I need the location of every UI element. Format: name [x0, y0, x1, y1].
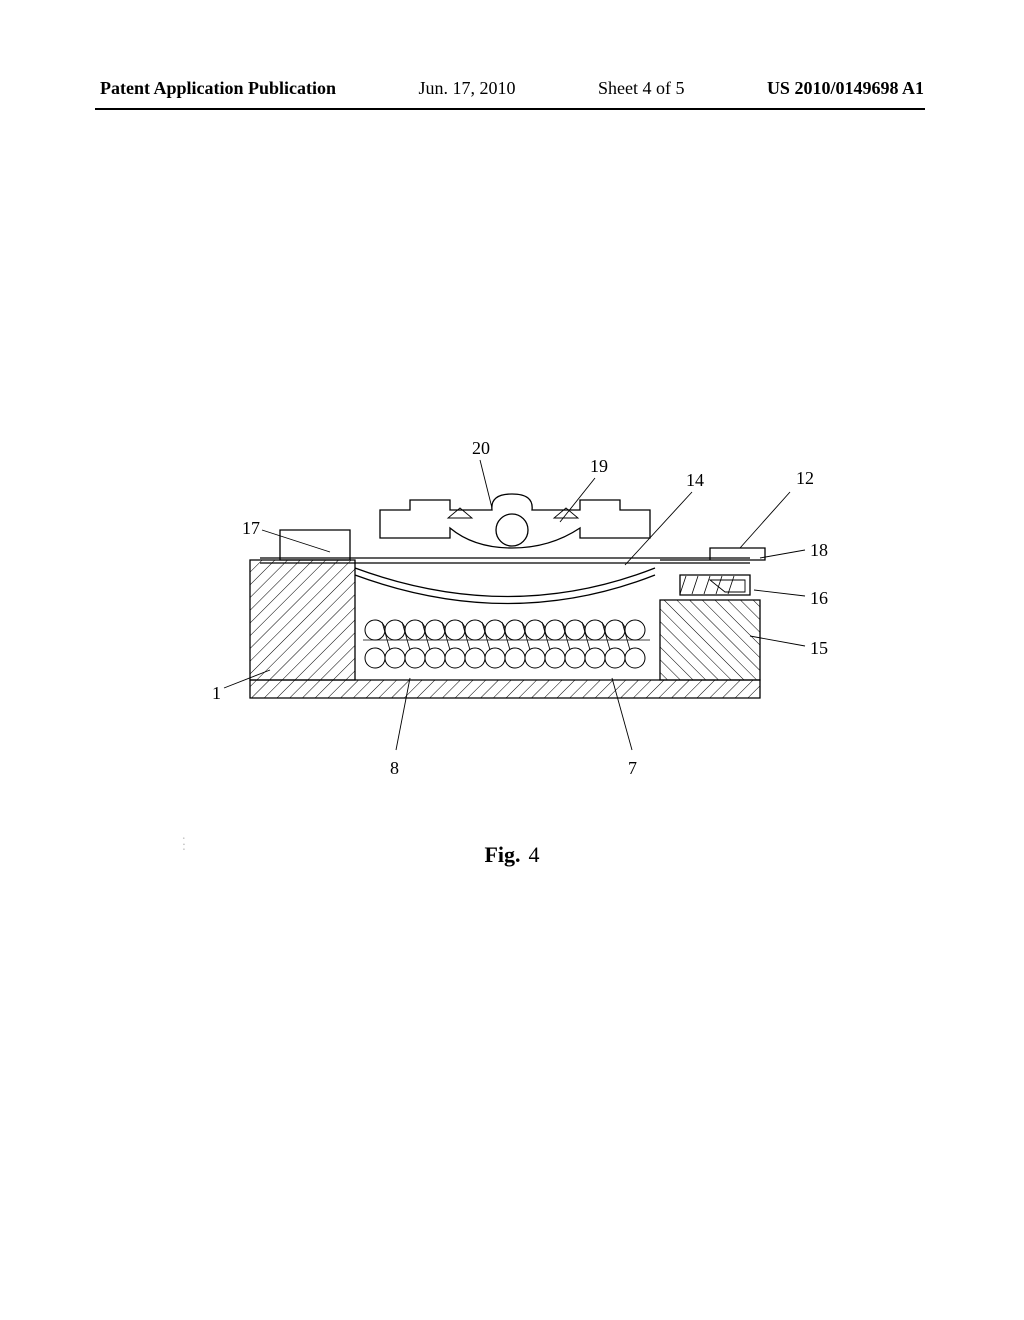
header-rule: [95, 108, 925, 110]
patent-figure: 2019141217181615187: [150, 430, 870, 780]
publication-label: Patent Application Publication: [100, 78, 336, 99]
figure-caption-number: 4: [529, 842, 540, 867]
page-header: Patent Application Publication Jun. 17, …: [0, 78, 1024, 99]
sheet-indicator: Sheet 4 of 5: [598, 78, 684, 99]
publication-date: Jun. 17, 2010: [419, 78, 516, 99]
ref-label-8: 8: [390, 758, 399, 778]
ref-label-18: 18: [810, 540, 828, 560]
scan-artifact: .:: [182, 830, 186, 852]
ref-label-7: 7: [628, 758, 637, 778]
ref-label-19: 19: [590, 456, 608, 476]
figure-caption-prefix: Fig.: [484, 842, 520, 867]
ref-label-14: 14: [686, 470, 704, 490]
ref-label-16: 16: [810, 588, 828, 608]
figure-caption: Fig. 4: [0, 842, 1024, 868]
ref-label-20: 20: [472, 438, 490, 458]
ref-label-17: 17: [242, 518, 260, 538]
figure-drawing: 2019141217181615187: [150, 430, 870, 780]
ref-label-12: 12: [796, 468, 814, 488]
publication-number: US 2010/0149698 A1: [767, 78, 924, 99]
ref-label-1: 1: [212, 683, 221, 703]
ref-label-15: 15: [810, 638, 828, 658]
